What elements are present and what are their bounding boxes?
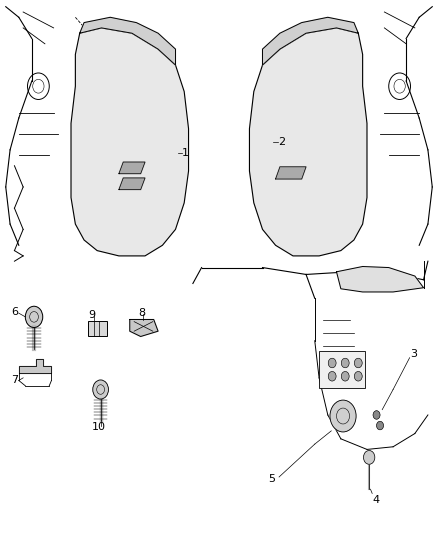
Text: 7: 7 [11,375,18,385]
Circle shape [341,372,349,381]
Circle shape [341,358,349,368]
Polygon shape [250,28,367,256]
Polygon shape [336,266,424,292]
FancyBboxPatch shape [319,351,365,389]
Circle shape [354,358,362,368]
Text: 2: 2 [278,137,285,147]
Polygon shape [119,178,145,190]
FancyBboxPatch shape [88,320,107,336]
Text: 4: 4 [373,495,380,505]
Text: 10: 10 [92,422,106,432]
Text: 8: 8 [138,308,145,318]
Circle shape [377,421,384,430]
Circle shape [328,358,336,368]
Circle shape [93,380,109,399]
Polygon shape [19,359,51,373]
Circle shape [373,411,380,419]
Polygon shape [80,17,176,65]
Circle shape [364,450,375,464]
Polygon shape [71,28,188,256]
Circle shape [328,372,336,381]
Text: 9: 9 [88,310,95,320]
Text: 6: 6 [11,306,18,317]
Text: 5: 5 [268,474,275,483]
Text: 3: 3 [410,349,417,359]
Polygon shape [262,17,358,65]
Circle shape [330,400,356,432]
Polygon shape [119,162,145,174]
Text: 1: 1 [182,148,189,158]
Polygon shape [276,167,306,179]
Circle shape [354,372,362,381]
Circle shape [25,306,43,327]
Polygon shape [130,319,158,336]
